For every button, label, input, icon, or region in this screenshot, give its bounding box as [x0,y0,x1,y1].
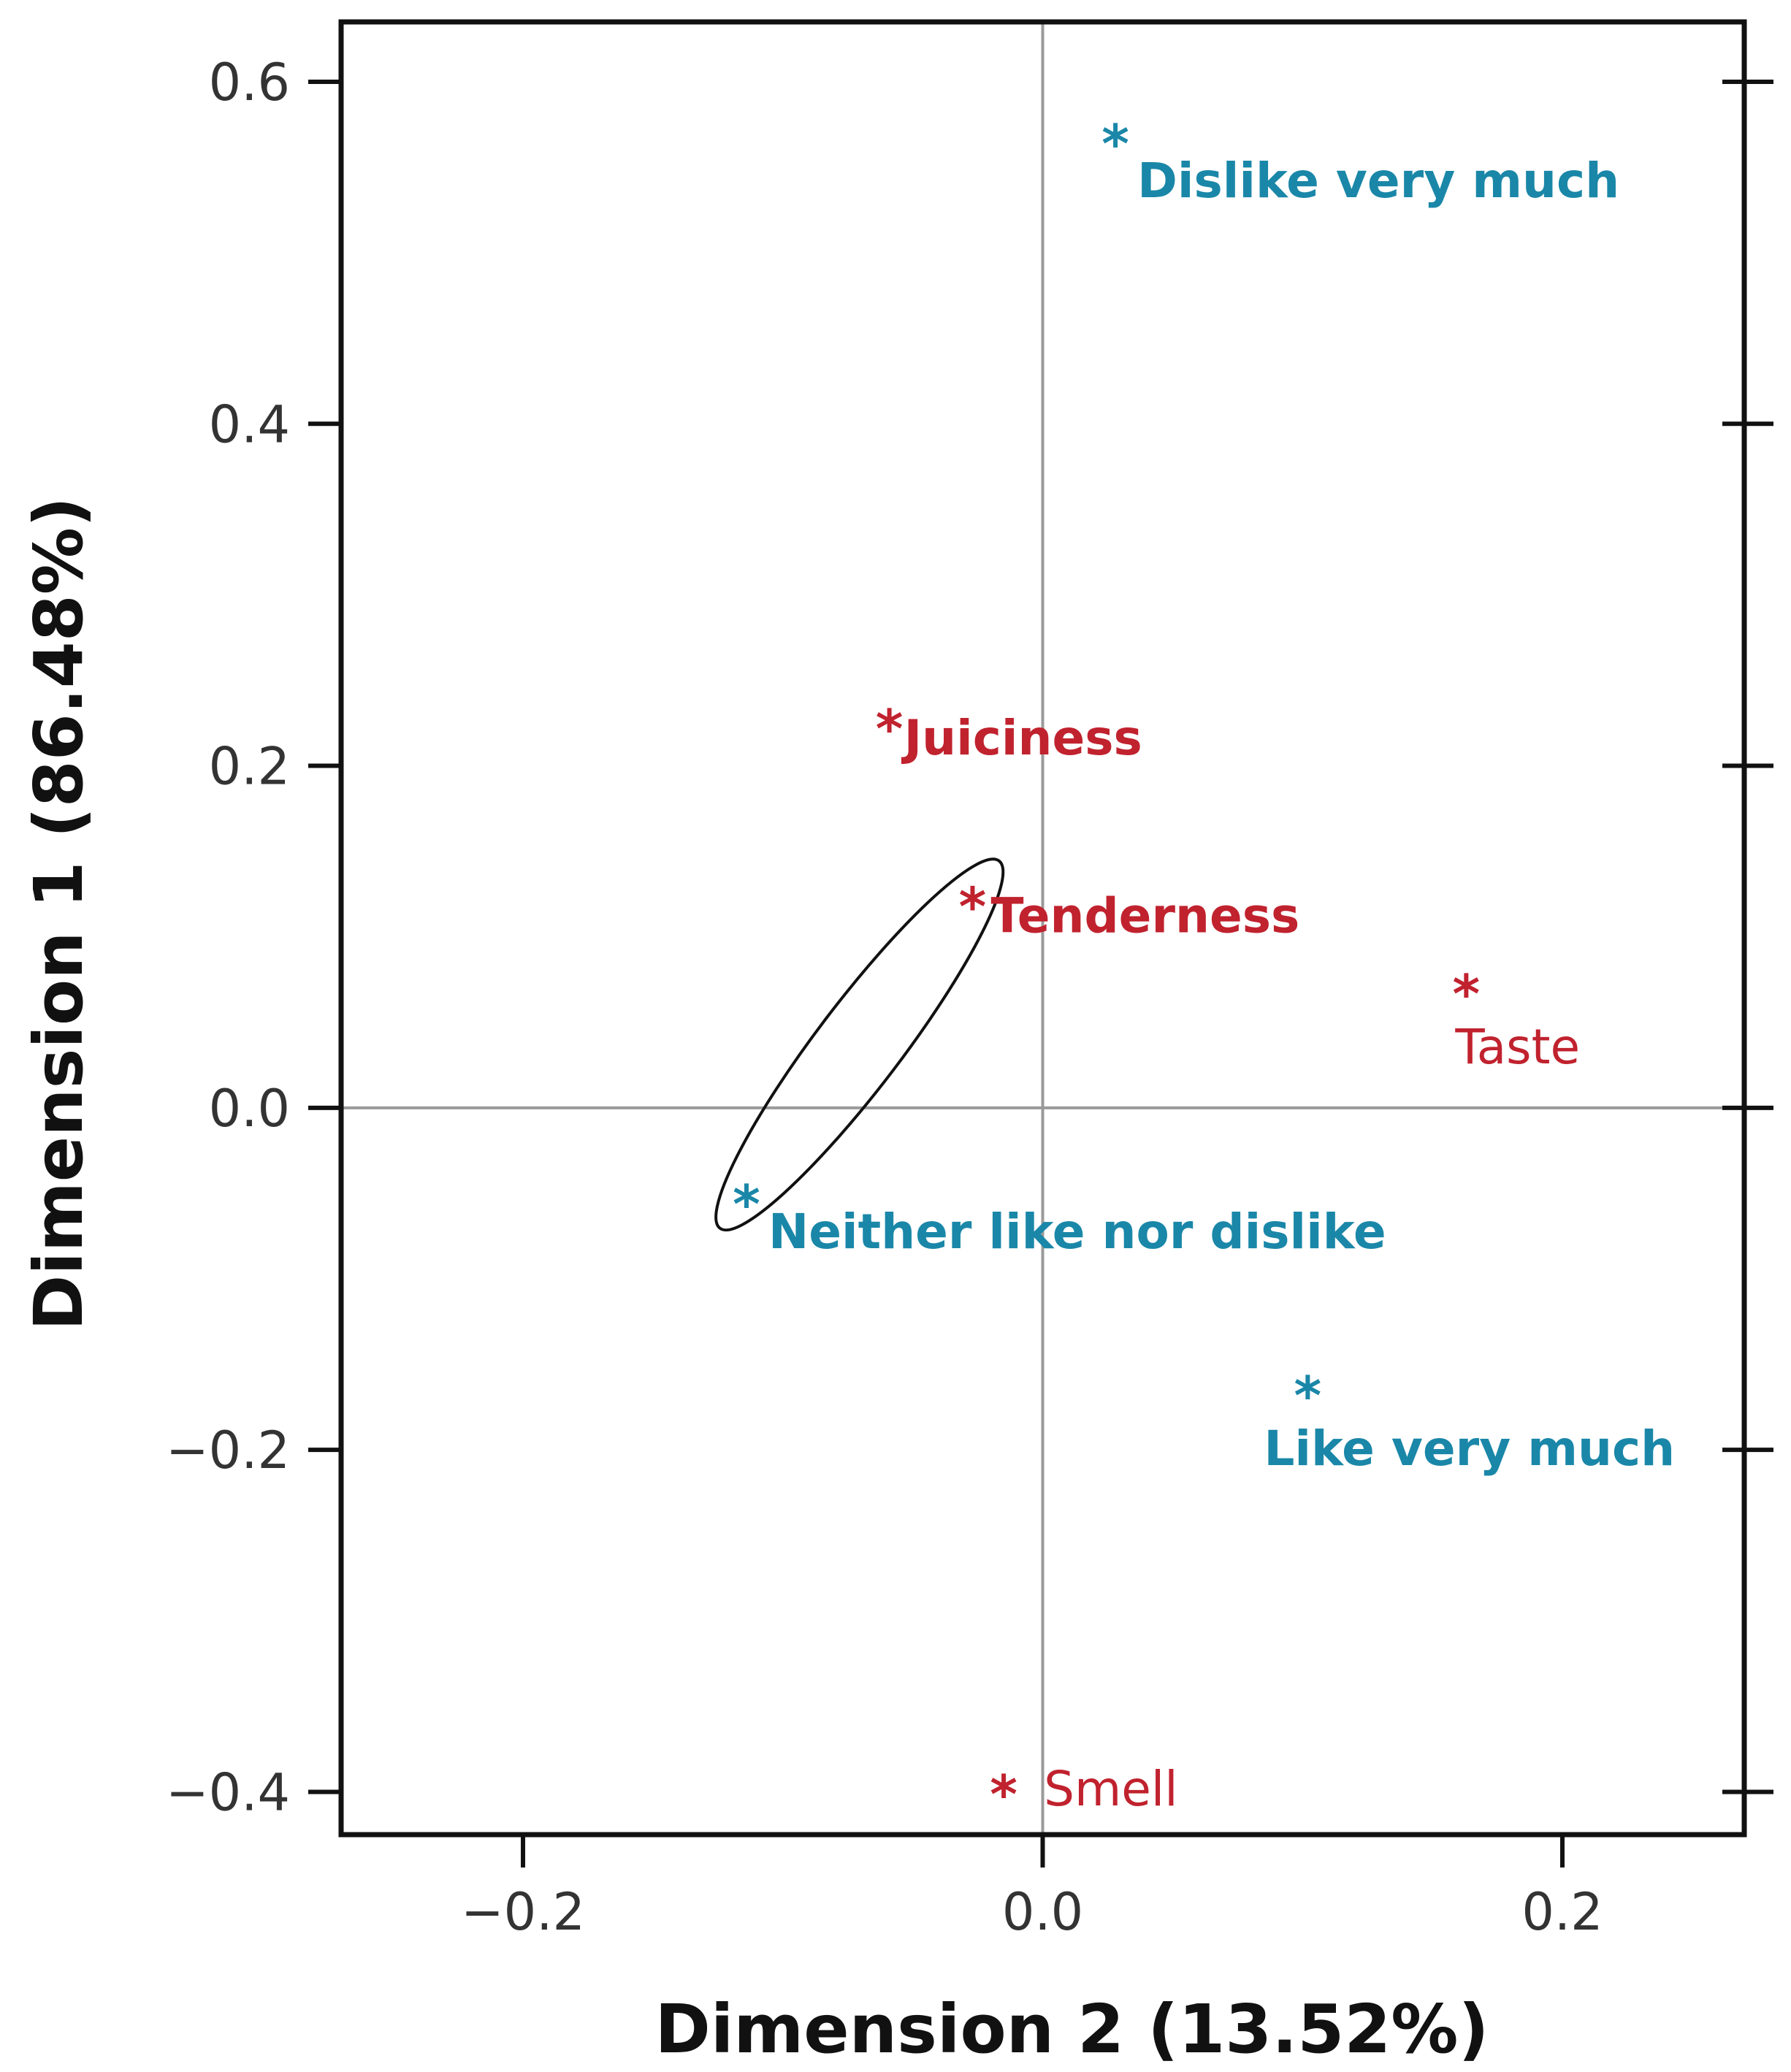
y-tick-label: −0.4 [166,1762,290,1822]
point-marker: * [876,698,904,760]
point-label: Like very much [1264,1421,1675,1477]
y-tick-label: 0.6 [209,53,290,112]
point-label: Taste [1454,1019,1580,1075]
y-axis-title: Dimension 1 (86.48%) [20,497,98,1331]
plot-frame [338,19,1747,1838]
y-tick-label: −0.2 [166,1421,290,1480]
x-tick-label: 0.0 [1002,1882,1083,1942]
y-tick-label: 0.4 [209,394,290,454]
point-marker: * [959,876,987,938]
confidence-ellipse [714,857,1005,1232]
reference-lines [341,22,1744,1835]
y-tick-label: 0.0 [209,1079,290,1139]
x-tick-label: 0.2 [1521,1882,1603,1942]
point-label: Smell [1044,1761,1177,1817]
point-label: Tenderness [990,888,1299,944]
y-tick-label: 0.2 [209,737,290,797]
point-marker: * [733,1174,760,1235]
data-points: *Dislike very much* Neither like nor disl… [733,113,1675,1825]
point-label: Juiciness [901,710,1142,766]
confidence-ellipse-layer [714,857,1005,1232]
point-marker: * [1101,113,1129,175]
point-marker: * [1294,1365,1322,1426]
x-tick-label: −0.2 [461,1882,585,1942]
axis-ticks: −0.2 0.0 0.2 −0.4 −0.2 0.0 0.2 0.4 0.6 [166,53,1773,1942]
point-label: Neither like nor dislike [768,1204,1386,1260]
point-marker: * [1453,963,1481,1025]
point-label: Dislike very much [1137,153,1619,209]
x-axis-title: Dimension 2 (13.52%) [654,1990,1489,2068]
point-marker: * [990,1764,1017,1825]
